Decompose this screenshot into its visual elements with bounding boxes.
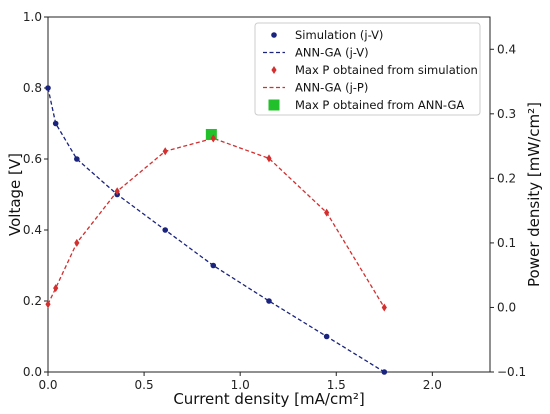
legend-marker-simulation-jv [271,32,277,38]
y-right-tick-label: 0.4 [497,42,516,56]
y-right-tick-label: 0.3 [497,107,516,121]
simulation-jv-point [45,85,51,91]
simulation-jp-diamond [266,154,272,163]
y-axis-left-title: Voltage [V] [6,153,24,236]
x-tick-label: 0.5 [135,378,154,392]
simulation-jp-diamond [324,208,330,217]
y-left-tick-label: 0.0 [23,365,42,379]
data-series [45,85,388,375]
simulation-jv-point [381,369,388,375]
legend: Simulation (j-V) ANN-GA (j-V) Max P obtain… [254,22,481,116]
x-tick-label: 1.5 [327,378,346,392]
simulation-jp-diamond [53,284,59,293]
legend-label: Simulation (j-V) [295,28,383,42]
legend-box [254,22,481,116]
legend-label: ANN-GA (j-V) [295,46,369,60]
simulation-jp-diamond [45,300,51,309]
y-right-tick-label: 0.1 [497,236,516,250]
y-left-tick-label: 1.0 [23,10,42,24]
max-p-simulation-marker [210,134,216,143]
simulation-jv-point [323,333,330,340]
plot-border [47,16,491,373]
x-tick-label: 0.0 [38,378,57,392]
simulation-jp-diamond [114,187,120,196]
simulation-jp-diamond [162,147,168,156]
y-right-tick-label: −0.1 [497,365,526,379]
y-right-tick-label: 0.0 [497,300,516,314]
y-left-tick-label: 0.4 [23,223,42,237]
max-p-ann-ga-marker [205,128,217,140]
y-left-tick-label: 0.8 [23,81,42,95]
simulation-jv-point [162,227,169,233]
legend-marker-max-p-ann [268,99,280,111]
simulation-jv-point [210,262,217,269]
simulation-jv-point [52,120,59,127]
ann-ga-jp-line [47,137,385,308]
y-right-tick-label: 0.2 [497,171,516,185]
plot-frame [47,16,491,373]
legend-label: Max P obtained from ANN-GA [295,98,464,112]
x-tick-label: 1.0 [231,378,250,392]
simulation-jv-point [266,298,272,304]
x-axis-title: Current density [mA/cm²] [173,390,364,408]
y-axis-right-title: Power density [mW/cm²] [525,102,543,287]
legend-label: ANN-GA (j-P) [295,81,368,95]
legend-label: Max P obtained from simulation [295,63,478,77]
y-left-tick-label: 0.6 [23,152,42,166]
y-left-tick-label: 0.2 [23,294,42,308]
axis-ticks: 0.0 0.5 1.0 1.5 2.0 0.0 0.2 0.4 0.6 0.8 1.0 −0.1 0.0… [23,10,526,392]
simulation-jp-diamond [381,303,387,312]
simulation-jp-diamond [74,238,80,247]
x-tick-label: 2.0 [423,378,442,392]
legend-marker-max-p-sim [271,66,277,74]
simulation-jv-point [74,156,80,162]
axis-titles: Current density [mA/cm²] Voltage [V] Pow… [6,102,543,408]
